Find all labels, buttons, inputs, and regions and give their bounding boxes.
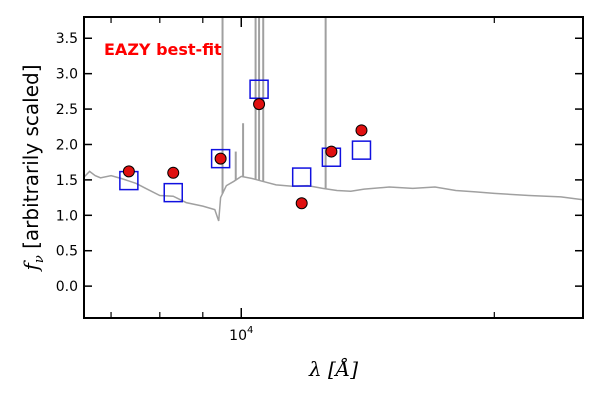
observed-point-marker [122,165,135,178]
spectrum-layer [83,170,584,222]
model-square-marker [163,182,183,203]
y-tick-label: 1.0 [56,208,78,224]
y-tick-label: 3.5 [56,31,78,47]
model-square-marker [351,140,372,160]
observed-point-marker [355,124,368,137]
y-tick-label: 2.5 [56,102,78,118]
observed-points-layer [122,98,368,210]
x-tick-label: 104 [229,325,253,344]
observed-point-marker [167,166,180,179]
y-tick-label: 0.5 [56,244,78,260]
y-axis-label: fν [arbitrarily scaled] [19,64,47,272]
model-square-marker [210,148,231,169]
emission-lines-layer [221,17,327,194]
y-tick-label: 0.0 [56,279,78,295]
plot-frame [83,16,584,319]
observed-point-marker [295,197,308,210]
axis-ticks-layer: 0.0 0.5 1.0 1.5 2.0 2.5 3.0 3.5 [56,17,583,318]
y-tick-label: 1.5 [56,173,78,189]
y-tick-label: 2.0 [56,137,78,153]
model-spectrum-line [83,170,584,222]
y-tick-label: 3.0 [56,67,78,83]
observed-point-marker [325,145,338,158]
observed-point-marker [253,98,266,111]
annotation-label: EAZY best-fit [104,40,222,59]
model-square-marker [291,167,312,187]
model-squares-layer [119,79,372,203]
observed-point-marker [214,152,227,165]
x-axis-label: λ [Å] [308,356,358,381]
